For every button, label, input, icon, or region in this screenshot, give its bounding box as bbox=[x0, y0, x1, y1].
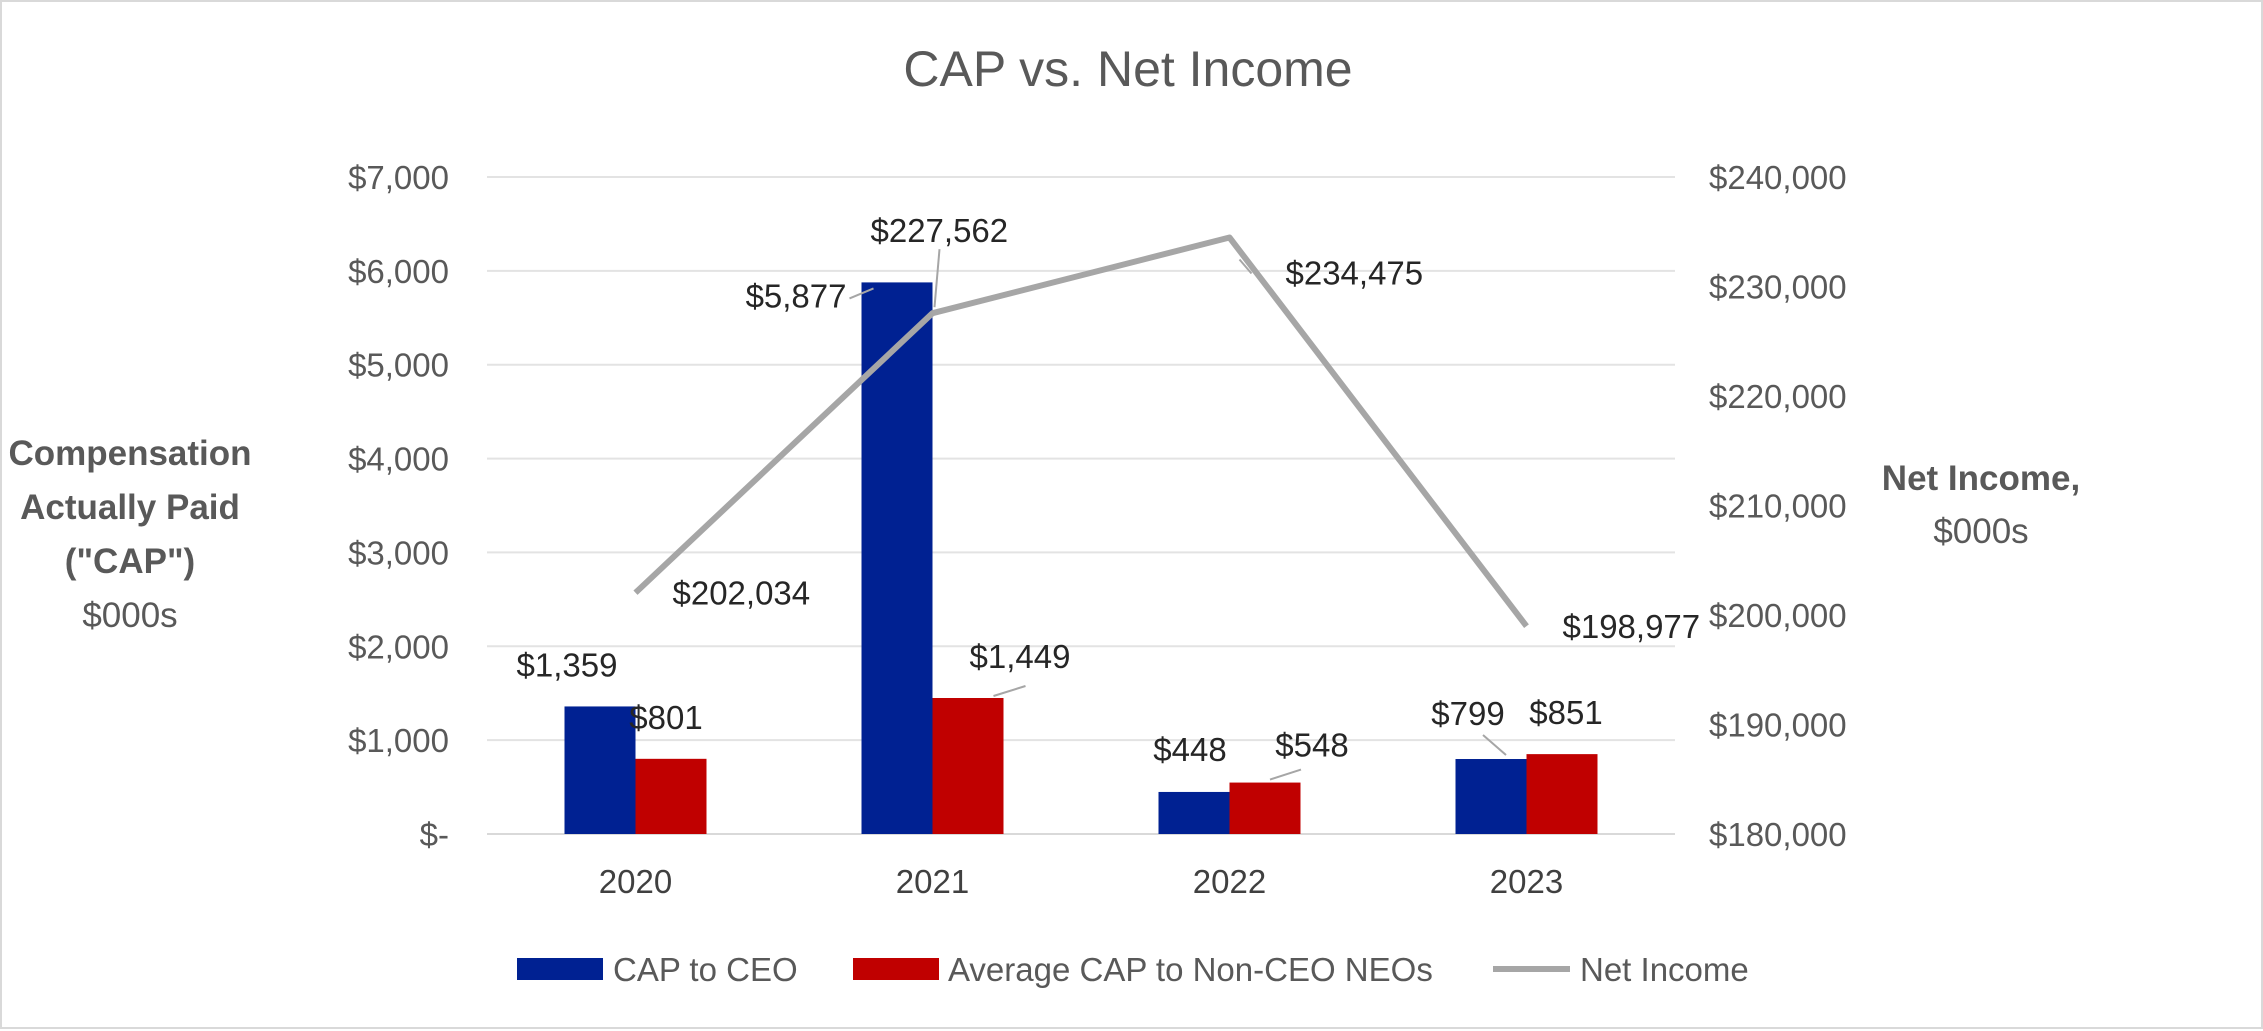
left-tick-label: $2,000 bbox=[348, 628, 449, 665]
x-tick-label-2022: 2022 bbox=[1193, 863, 1266, 900]
net-income-line bbox=[633, 234, 1529, 629]
label-non-ceo-2022: $548 bbox=[1275, 727, 1348, 764]
x-tick-label-2023: 2023 bbox=[1490, 863, 1563, 900]
x-tick-label-2021: 2021 bbox=[896, 863, 969, 900]
bar-non-ceo-2022 bbox=[1229, 782, 1301, 834]
bars bbox=[564, 282, 1598, 834]
bar-cap-to-ceo-2021 bbox=[861, 282, 933, 834]
right-axis-title-unit: $000s bbox=[1933, 512, 2028, 551]
left-tick-label: $4,000 bbox=[348, 441, 449, 478]
label-non-ceo-2022-leader bbox=[1269, 768, 1302, 781]
legend-swatch-non-ceo bbox=[853, 958, 939, 980]
left-tick-label: $7,000 bbox=[348, 159, 449, 196]
net-income-series-line bbox=[633, 234, 1529, 629]
label-cap-to-ceo-2023-leader bbox=[1482, 734, 1507, 756]
right-tick-label: $220,000 bbox=[1709, 378, 1847, 415]
label-cap-to-ceo-2022: $448 bbox=[1153, 731, 1226, 768]
left-axis-title-unit: $000s bbox=[82, 596, 177, 635]
right-tick-label: $190,000 bbox=[1709, 707, 1847, 744]
right-axis-title-line-1: Net Income, bbox=[1882, 459, 2080, 498]
label-net-income-2020: $202,034 bbox=[673, 575, 811, 612]
legend: CAP to CEO Average CAP to Non-CEO NEOs N… bbox=[517, 951, 1749, 988]
right-tick-label: $230,000 bbox=[1709, 269, 1847, 306]
left-axis-title-line-3: ("CAP") bbox=[65, 542, 195, 581]
legend-swatch-cap-to-ceo bbox=[517, 958, 603, 980]
left-tick-label: $5,000 bbox=[348, 347, 449, 384]
legend-label-net-income: Net Income bbox=[1580, 951, 1749, 988]
left-axis-title-line-2: Actually Paid bbox=[20, 488, 240, 527]
left-tick-label: $- bbox=[420, 816, 449, 853]
bar-non-ceo-2023 bbox=[1526, 754, 1598, 834]
chart-title: CAP vs. Net Income bbox=[903, 41, 1352, 97]
right-tick-label: $180,000 bbox=[1709, 816, 1847, 853]
bar-cap-to-ceo-2020 bbox=[564, 706, 636, 834]
left-axis-title-line-1: Compensation bbox=[8, 434, 251, 473]
left-tick-label: $6,000 bbox=[348, 253, 449, 290]
label-net-income-2023: $198,977 bbox=[1563, 608, 1701, 645]
label-cap-to-ceo-2023: $799 bbox=[1431, 695, 1504, 732]
bar-cap-to-ceo-2022 bbox=[1158, 791, 1230, 834]
label-cap-to-ceo-2021-leader bbox=[849, 287, 874, 300]
label-non-ceo-2021: $1,449 bbox=[970, 638, 1071, 675]
bar-cap-to-ceo-2023 bbox=[1455, 759, 1527, 834]
label-cap-to-ceo-2021: $5,877 bbox=[746, 277, 847, 314]
right-tick-label: $210,000 bbox=[1709, 488, 1847, 525]
label-cap-to-ceo-2020: $1,359 bbox=[517, 646, 618, 683]
label-non-ceo-2020: $801 bbox=[629, 699, 702, 736]
x-axis-ticks: 2020 2021 2022 2023 bbox=[599, 863, 1563, 900]
right-axis-ticks: $180,000 $190,000 $200,000 $210,000 $220,000… bbox=[1709, 159, 1847, 853]
bar-non-ceo-2020 bbox=[635, 758, 707, 834]
right-axis-title: Net Income, $000s bbox=[1882, 459, 2080, 551]
left-tick-label: $3,000 bbox=[348, 534, 449, 571]
legend-label-non-ceo: Average CAP to Non-CEO NEOs bbox=[948, 951, 1433, 988]
label-non-ceo-2023: $851 bbox=[1529, 694, 1602, 731]
legend-label-cap-to-ceo: CAP to CEO bbox=[613, 951, 798, 988]
left-axis-ticks: $- $1,000 $2,000 $3,000 $4,000 $5,000 $6,000 $7… bbox=[348, 159, 449, 853]
label-net-income-2021: $227,562 bbox=[871, 212, 1009, 249]
left-axis-title: Compensation Actually Paid ("CAP") $000s bbox=[8, 434, 251, 635]
left-tick-label: $1,000 bbox=[348, 722, 449, 759]
bar-non-ceo-2021 bbox=[932, 698, 1004, 834]
label-net-income-2022-leader bbox=[1238, 258, 1253, 275]
label-net-income-2022: $234,475 bbox=[1286, 254, 1424, 291]
gridlines bbox=[487, 176, 1675, 835]
label-net-income-2021-leader bbox=[933, 249, 941, 308]
x-tick-label-2020: 2020 bbox=[599, 863, 672, 900]
right-tick-label: $200,000 bbox=[1709, 597, 1847, 634]
data-labels: $1,359 $5,877 $448 $799 $801 $1,449 $548 $851 $2… bbox=[517, 212, 1701, 781]
label-non-ceo-2021-leader bbox=[993, 685, 1026, 697]
right-tick-label: $240,000 bbox=[1709, 159, 1847, 196]
